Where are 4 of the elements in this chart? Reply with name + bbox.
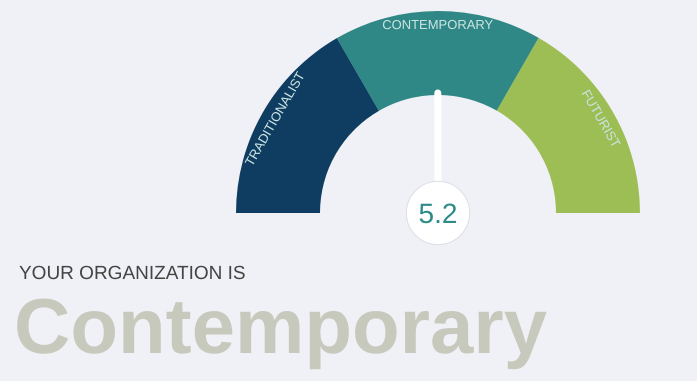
text: YOUR ORGANIZATION IS xyxy=(19,263,246,284)
slice-label: CONTEMPORARY xyxy=(382,16,494,32)
text: 5.2 xyxy=(418,198,458,229)
text: Contemporary xyxy=(14,282,548,370)
